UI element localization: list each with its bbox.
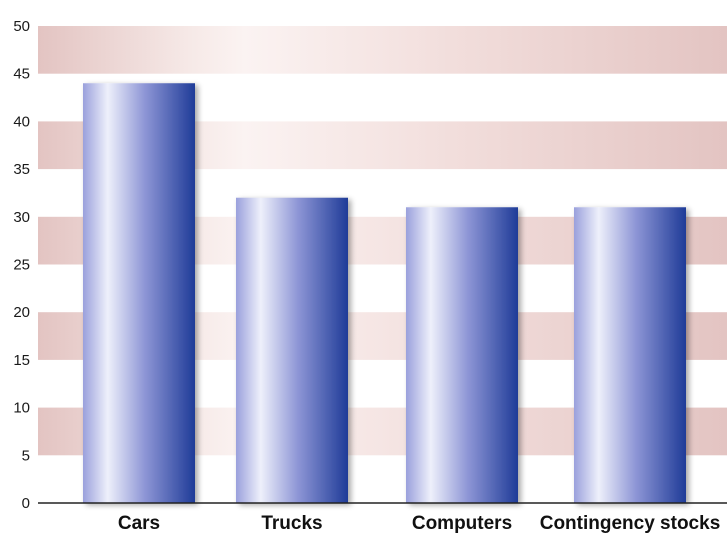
y-tick-label: 25: [13, 257, 30, 274]
y-tick-label: 45: [13, 66, 30, 83]
y-tick-label: 20: [13, 304, 30, 321]
bar-contingency-stocks: [574, 207, 686, 503]
y-tick-label: 15: [13, 352, 30, 369]
y-tick-label: 30: [13, 209, 30, 226]
grid-band: [38, 26, 727, 74]
bar-trucks: [236, 197, 348, 503]
y-axis-ticks: 0 5 10 15 20 25 30 35 40 45 50: [13, 18, 30, 512]
x-category-label: Cars: [118, 513, 160, 533]
x-category-label: Computers: [412, 513, 512, 533]
y-tick-label: 40: [13, 113, 30, 130]
y-tick-label: 0: [22, 495, 30, 512]
x-axis-labels: Cars Trucks Computers Contingency stocks: [118, 513, 720, 533]
y-tick-label: 50: [13, 18, 30, 35]
y-tick-label: 35: [13, 161, 30, 178]
y-tick-label: 10: [13, 400, 30, 417]
bar-computers: [406, 207, 518, 503]
y-tick-label: 5: [22, 447, 30, 464]
bars: [83, 83, 686, 504]
x-category-label: Contingency stocks: [540, 513, 721, 533]
x-category-label: Trucks: [261, 513, 322, 533]
bar-cars: [83, 83, 195, 504]
